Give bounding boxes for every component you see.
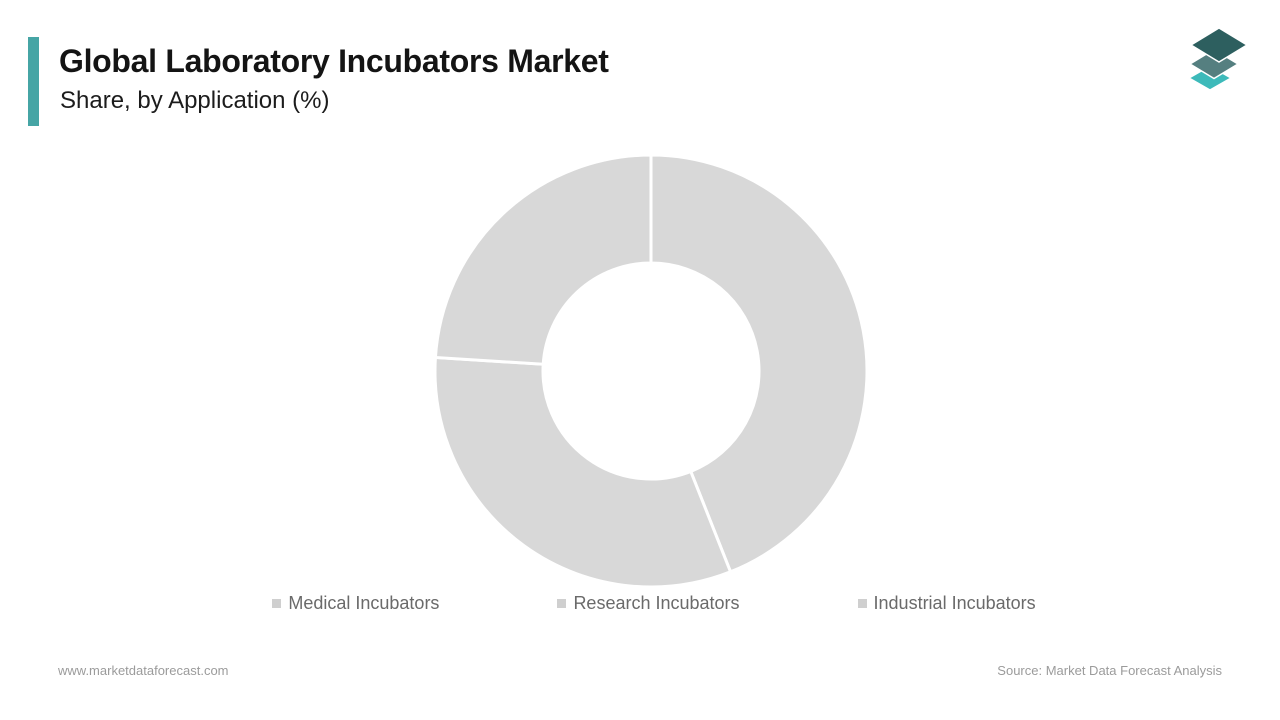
source-text: Source: Market Data Forecast Analysis	[997, 663, 1222, 678]
website-text: www.marketdataforecast.com	[58, 663, 229, 678]
legend-marker-icon	[857, 599, 867, 608]
donut-chart[interactable]	[431, 151, 871, 591]
market-data-forecast-logo-icon	[1187, 27, 1248, 90]
chart-legend: Medical Incubators Research Incubators I…	[14, 593, 1280, 614]
legend-label: Medical Incubators	[288, 593, 440, 613]
page-subtitle: Share, by Application (%)	[60, 87, 330, 114]
legend-marker-icon	[557, 599, 567, 608]
logo-layer-top-icon	[1189, 27, 1248, 63]
page-title: Global Laboratory Incubators Market	[59, 43, 609, 79]
legend-label: Industrial Incubators	[873, 593, 1036, 613]
legend-item-research-incubators[interactable]: Research Incubators	[557, 593, 740, 614]
legend-item-industrial-incubators[interactable]: Industrial Incubators	[857, 593, 1036, 614]
donut-slice-industrial-incubators[interactable]	[433, 153, 653, 366]
donut-slice-research-incubators[interactable]	[433, 355, 733, 589]
legend-marker-icon	[272, 599, 282, 608]
legend-label: Research Incubators	[573, 593, 740, 613]
donut-slice-medical-incubators[interactable]	[649, 153, 869, 574]
legend-item-medical-incubators[interactable]: Medical Incubators	[272, 593, 439, 614]
title-accent-bar	[28, 37, 39, 126]
